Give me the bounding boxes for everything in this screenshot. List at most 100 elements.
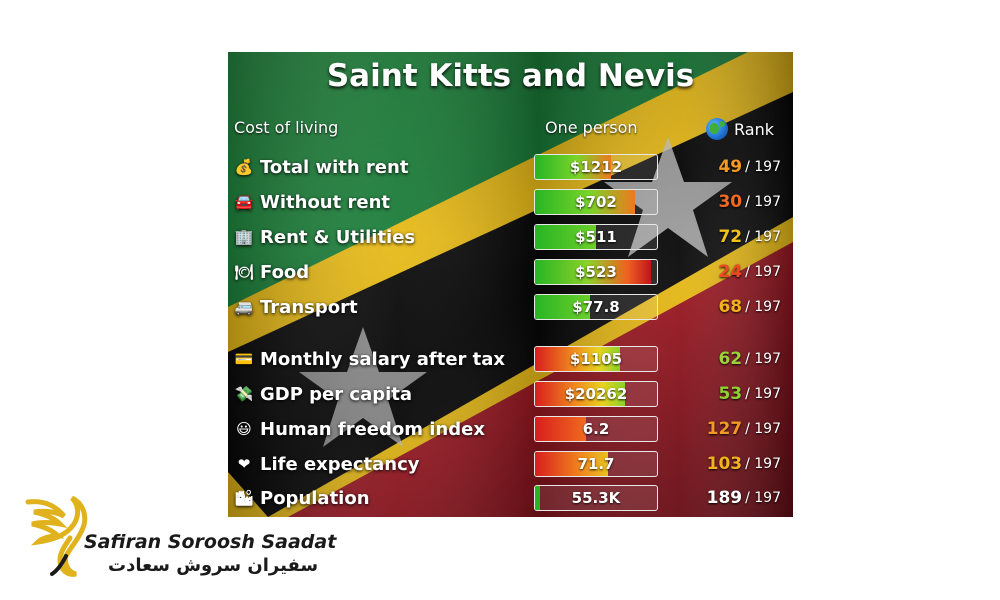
stat-row: 🚐 Transport $77.8 68/ 197 [228, 292, 793, 322]
stat-row: ❤ Life expectancy 71.7 103/ 197 [228, 449, 793, 479]
rank-total: / 197 [745, 229, 781, 245]
rank-number: 189 [706, 488, 743, 508]
stat-value: $523 [575, 263, 617, 281]
credit-card-icon: 💳 [234, 349, 254, 368]
stat-row: 💰 Total with rent $1212 49/ 197 [228, 152, 793, 182]
rank-number: 62 [718, 349, 743, 369]
stat-bar-fill [535, 486, 540, 510]
stat-bar-fill [535, 155, 611, 179]
stat-row: 🚘 Without rent $702 30/ 197 [228, 187, 793, 217]
stat-label-group: 🚘 Without rent [234, 187, 390, 217]
stat-bar-fill [535, 452, 609, 476]
stat-label: Without rent [260, 191, 390, 213]
page-title: Saint Kitts and Nevis [326, 58, 695, 94]
stat-bar-fill [535, 417, 587, 441]
car-icon: 🚘 [234, 192, 254, 211]
stat-rank: 49/ 197 [718, 152, 781, 182]
city-icon: 🏙 [234, 488, 254, 507]
stat-label-group: ❤ Life expectancy [234, 449, 420, 479]
infographic-card: Saint Kitts and Nevis Cost of living One… [228, 52, 793, 517]
stat-rank: 127/ 197 [707, 414, 781, 444]
heart-icon: ❤ [237, 454, 251, 473]
stat-label: GDP per capita [260, 383, 413, 405]
stat-value: 6.2 [582, 420, 610, 438]
rank-total: / 197 [745, 456, 781, 472]
money-wings-icon: 💸 [234, 384, 254, 403]
rank-number: 24 [718, 262, 743, 282]
rank-number: 30 [718, 192, 743, 212]
rank-total: / 197 [745, 386, 781, 402]
stat-value: $77.8 [572, 298, 620, 316]
stat-bar: $511 [534, 224, 658, 250]
rank-total: / 197 [745, 264, 781, 280]
stat-bar: $20262 [534, 381, 658, 407]
stat-bar: $1105 [534, 346, 658, 372]
logo-name-fa: سفیران سروش سعادت [108, 555, 319, 576]
stat-bar: 71.7 [534, 451, 658, 477]
stat-rank: 189/ 197 [707, 483, 781, 513]
stat-row: 🏢 Rent & Utilities $511 72/ 197 [228, 222, 793, 252]
rank-total: / 197 [745, 351, 781, 367]
stat-label-group: 🏙 Population [234, 483, 370, 513]
stat-bar: 6.2 [534, 416, 658, 442]
stat-bar-fill [535, 295, 590, 319]
rank-number: 72 [718, 227, 743, 247]
stat-label-group: 🍽 Food [234, 257, 309, 287]
stat-bar: 55.3K [534, 485, 658, 511]
stat-value: 71.7 [577, 455, 615, 473]
rank-total: / 197 [745, 159, 781, 175]
stat-bar-fill [535, 225, 596, 249]
rank-total: / 197 [745, 421, 781, 437]
stat-label: Total with rent [260, 156, 409, 178]
money-bag-icon: 💰 [234, 157, 254, 176]
stat-label: Food [260, 261, 310, 283]
rank-number: 127 [706, 419, 743, 439]
stat-value: $1212 [569, 158, 623, 176]
stat-bar: $77.8 [534, 294, 658, 320]
stat-rank: 30/ 197 [718, 187, 781, 217]
stat-label-group: 💰 Total with rent [234, 152, 409, 182]
stat-label: Life expectancy [260, 453, 420, 475]
stat-label-group: 😃 Human freedom index [234, 414, 485, 444]
stat-row: 😃 Human freedom index 6.2 127/ 197 [228, 414, 793, 444]
stat-label: Population [260, 487, 370, 509]
stat-label: Monthly salary after tax [260, 348, 506, 370]
header-rank-label: Rank [734, 119, 774, 139]
stat-bar: $1212 [534, 154, 658, 180]
stat-label-group: 🏢 Rent & Utilities [234, 222, 416, 252]
stat-row: 💸 GDP per capita $20262 53/ 197 [228, 379, 793, 409]
globe-icon [706, 118, 728, 140]
stat-rank: 53/ 197 [718, 379, 781, 409]
rank-total: / 197 [745, 490, 781, 506]
stat-bar: $523 [534, 259, 658, 285]
flag-background [228, 52, 793, 517]
stat-bar-fill [535, 382, 626, 406]
building-icon: 🏢 [234, 227, 254, 246]
stat-row: 🍽 Food $523 24/ 197 [228, 257, 793, 287]
stat-value: $702 [575, 193, 617, 211]
header-cost-of-living: Cost of living [234, 118, 339, 137]
stat-label-group: 🚐 Transport [234, 292, 358, 322]
stat-rank: 24/ 197 [718, 257, 781, 287]
rank-total: / 197 [745, 299, 781, 315]
stat-label-group: 💸 GDP per capita [234, 379, 412, 409]
stat-rank: 103/ 197 [707, 449, 781, 479]
stat-bar-fill [535, 260, 651, 284]
stat-bar-fill [535, 190, 636, 214]
van-icon: 🚐 [234, 297, 254, 316]
bird-logo-icon [25, 495, 88, 577]
stat-value: $20262 [564, 385, 628, 403]
stat-rank: 62/ 197 [718, 344, 781, 374]
stat-value: $1105 [569, 350, 623, 368]
stat-label-group: 💳 Monthly salary after tax [234, 344, 505, 374]
stat-label: Human freedom index [260, 418, 485, 440]
shade-overlay [228, 52, 793, 517]
rank-number: 49 [718, 157, 743, 177]
rank-number: 53 [718, 384, 743, 404]
rank-number: 68 [718, 297, 743, 317]
stat-label: Rent & Utilities [260, 226, 416, 248]
header-one-person: One person [545, 118, 638, 137]
stat-row: 🏙 Population 55.3K 189/ 197 [228, 483, 793, 513]
rank-total: / 197 [745, 194, 781, 210]
stat-row: 💳 Monthly salary after tax $1105 62/ 197 [228, 344, 793, 374]
